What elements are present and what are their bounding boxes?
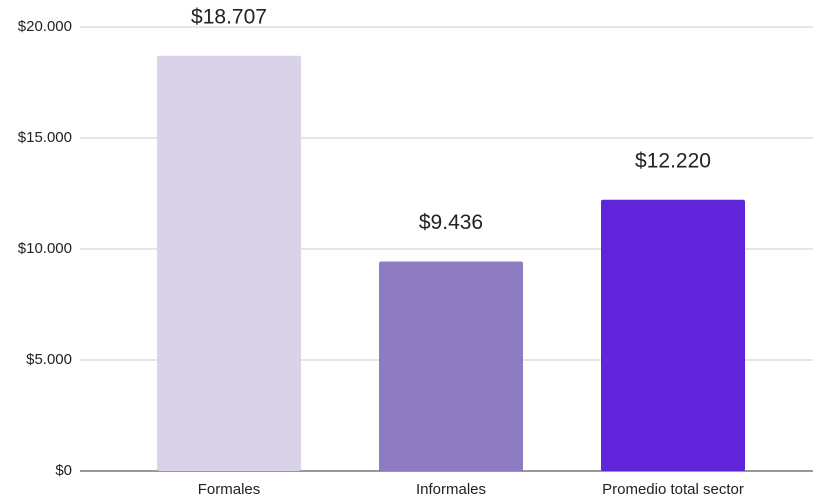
value-label: $18.707 [191,5,267,28]
y-tick-label: $15.000 [18,129,72,146]
value-label: $12.220 [635,149,711,172]
value-label: $9.436 [419,211,483,234]
bar [601,199,745,471]
x-tick-label: Formales [198,481,261,498]
x-tick-label: Promedio total sector [602,481,744,498]
bar [379,261,523,471]
y-tick-label: $0 [55,462,72,479]
y-tick-label: $5.000 [26,351,72,368]
y-tick-label: $20.000 [18,18,72,35]
y-tick-label: $10.000 [18,240,72,257]
bar [157,55,301,472]
x-tick-label: Informales [416,481,486,498]
